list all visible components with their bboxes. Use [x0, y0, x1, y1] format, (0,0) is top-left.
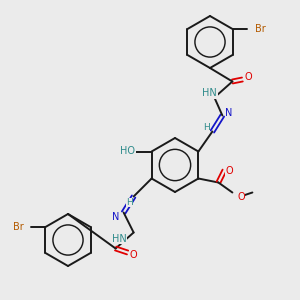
Text: HN: HN — [202, 88, 217, 98]
Text: N: N — [112, 212, 119, 221]
Text: Br: Br — [254, 24, 265, 34]
Text: O: O — [226, 166, 233, 176]
Text: O: O — [130, 250, 137, 260]
Text: N: N — [225, 109, 233, 118]
Text: HO: HO — [120, 146, 135, 157]
Text: H: H — [203, 123, 210, 132]
Text: H: H — [126, 198, 133, 207]
Text: Br: Br — [13, 222, 23, 232]
Text: O: O — [244, 73, 252, 82]
Text: HN: HN — [112, 233, 127, 244]
Text: O: O — [237, 191, 245, 202]
